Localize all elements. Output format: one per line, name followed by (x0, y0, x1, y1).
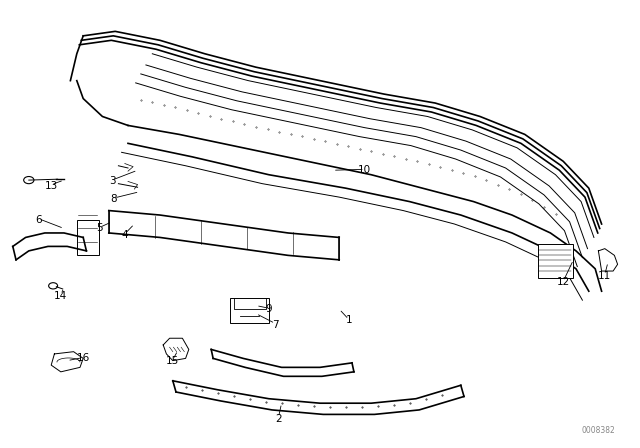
Text: 12: 12 (557, 277, 570, 287)
FancyBboxPatch shape (538, 244, 573, 278)
Text: 9: 9 (266, 304, 272, 314)
Text: 1: 1 (346, 315, 352, 325)
Text: 14: 14 (54, 291, 67, 301)
Text: 0008382: 0008382 (582, 426, 615, 435)
Text: 15: 15 (166, 356, 179, 366)
FancyBboxPatch shape (230, 298, 269, 323)
Text: 2: 2 (275, 414, 282, 424)
Text: 6: 6 (35, 215, 42, 224)
Text: 4: 4 (122, 230, 128, 240)
Text: 13: 13 (45, 181, 58, 191)
Text: 8: 8 (111, 194, 117, 204)
Text: 3: 3 (109, 177, 115, 186)
Text: 7: 7 (272, 320, 278, 330)
Text: 5: 5 (96, 224, 102, 233)
Text: 16: 16 (77, 353, 90, 363)
Text: 11: 11 (598, 271, 611, 280)
Text: 10: 10 (358, 165, 371, 175)
FancyBboxPatch shape (77, 220, 99, 255)
